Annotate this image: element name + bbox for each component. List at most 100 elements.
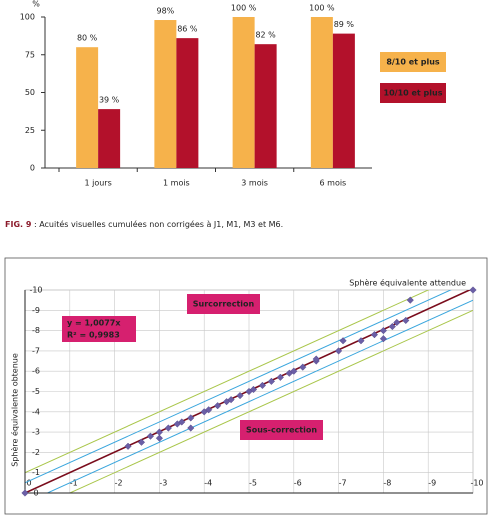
point [21,489,29,497]
point [402,316,410,325]
point [406,296,414,304]
point [469,286,477,294]
x-tick-label: -7 [339,479,347,488]
x-tick-label: 6 mois [320,179,347,188]
bar [254,44,277,168]
y-axis-label: Sphère équivalente obtenue [10,353,20,467]
x-tick-label: -6 [294,479,302,488]
caption-label: FIG. 9 [5,220,32,229]
value-label: 89 % [334,20,355,29]
point [178,418,186,426]
point [249,385,258,394]
y-tick-label: -8 [32,326,40,335]
bar [176,38,199,168]
value-label: 86 % [177,25,198,34]
x-tick-label: -5 [249,479,257,488]
point [214,402,222,410]
annotation: Sous-correction [246,426,317,435]
y-tick-label: 0 [30,164,35,173]
equation: y = 1,0077x [67,319,121,328]
value-label: 100 % [309,4,335,13]
annotation-box [240,420,323,440]
x-tick-label: -10 [470,479,483,488]
y-tick-label: -2 [32,448,40,457]
legend-label: 8/10 et plus [386,58,440,67]
point [187,424,195,432]
bar [154,20,177,168]
bar [76,47,99,169]
bar [332,33,355,168]
point [312,355,320,363]
point [205,406,213,414]
y-tick-label: -9 [32,306,40,315]
x-tick-label: -3 [159,479,167,488]
point [124,442,132,450]
y-tick-label: -5 [32,387,40,396]
point [267,377,275,385]
legend-swatch [380,52,446,72]
band-line [25,290,430,474]
caption-text: : Acuités visuelles cumulées non corrigé… [31,219,283,229]
annotation: Surcorrection [193,300,255,309]
point [236,391,244,400]
value-label: 100 % [231,4,257,13]
y-tick-label: -1 [32,468,40,477]
x-tick-label: -1 [70,479,78,488]
point [258,381,267,389]
point [357,337,365,345]
value-label: 39 % [99,96,120,105]
y-tick-label: 100 [20,13,35,22]
point [137,438,146,446]
band-line [46,299,473,493]
band-line [68,309,473,493]
equation-box [62,316,136,342]
annotation-box [187,294,260,314]
point [388,322,396,331]
x-tick-label: -9 [428,479,436,488]
chart-frame [4,257,488,515]
point [155,434,163,442]
y-tick-label: -10 [29,286,42,295]
bar [98,109,121,168]
point [335,347,343,355]
point [164,424,172,432]
value-label: 80 % [77,34,98,43]
point [339,337,347,345]
bar [232,17,255,168]
y-tick-label: -4 [32,407,40,416]
point [276,373,284,381]
x-tick-label: 0 [26,479,31,488]
y-tick-label: -7 [32,346,40,355]
x-tick-label: -4 [204,479,212,488]
band-line [25,290,452,484]
point [187,414,195,422]
equation: R² = 0,9983 [67,331,120,340]
bar [310,17,333,168]
x-tick-label: -8 [383,479,391,488]
point [379,327,387,335]
point [379,335,387,343]
y-tick-label: -6 [32,367,40,376]
point [227,396,235,404]
chart-title: Sphère équivalente attendue [349,278,466,288]
y-tick-label: 75 [25,50,35,59]
x-tick-label: -2 [115,479,123,488]
point [370,331,379,339]
point [393,318,401,327]
point [299,363,307,371]
legend-swatch [380,83,446,103]
caption: FIG. 9 : Acuités visuelles cumulées non … [5,219,283,229]
value-label: 82 % [255,31,276,40]
point [146,432,155,440]
y-tick-label: 25 [25,126,35,135]
x-tick-label: 1 jours [84,179,111,188]
value-label: 98% [156,7,174,16]
y-tick-label: 50 [25,88,35,97]
y-tick-label: -3 [32,428,40,437]
x-tick-label: 1 mois [163,179,190,188]
y-unit: % [32,0,40,9]
legend-label: 10/10 et plus [384,89,443,98]
x-tick-label: 3 mois [241,179,268,188]
point [290,367,298,375]
